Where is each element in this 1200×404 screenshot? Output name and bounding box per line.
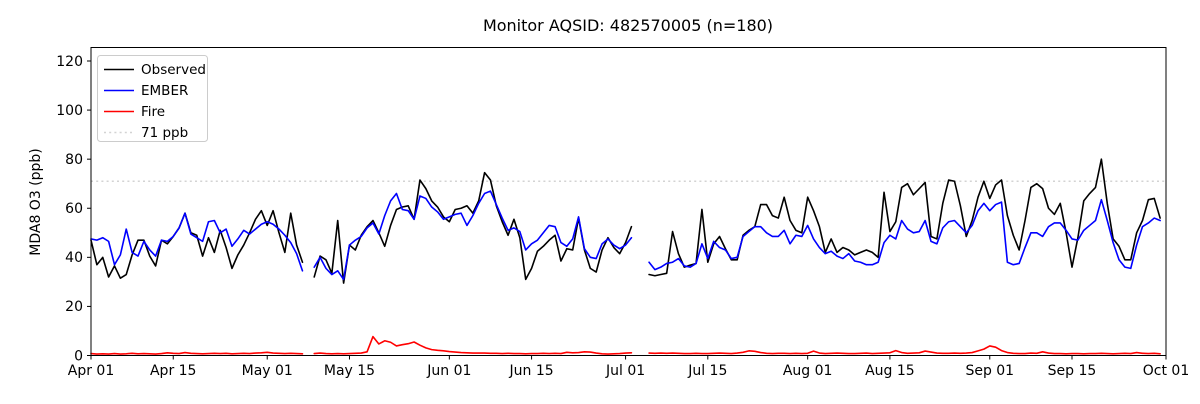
legend-label-fire: Fire: [141, 104, 165, 120]
y-tick-label: 120: [56, 54, 83, 70]
plot-border: [90, 47, 1167, 356]
x-tick-label: Oct 01: [1143, 363, 1189, 379]
x-tick-label: Apr 15: [150, 363, 196, 379]
x-tick-label: Sep 01: [965, 363, 1014, 379]
x-tick-label: Jun 01: [426, 363, 471, 379]
legend-box: [97, 55, 208, 142]
x-axis: Apr 01 Apr 15 May 01 May 15 Jun 01 Jun 15 Jul …: [68, 355, 1189, 379]
legend: Observed EMBER Fire 71 ppb: [97, 55, 208, 142]
x-tick-label: May 01: [242, 363, 293, 379]
series-line-ember: [90, 190, 1161, 281]
y-axis-label: MDA8 O3 (ppb): [28, 148, 44, 256]
y-tick-label: 80: [65, 152, 83, 168]
y-tick-label: 60: [65, 201, 83, 217]
legend-label-71-ppb: 71 ppb: [141, 125, 188, 141]
x-tick-label: Jul 01: [605, 363, 645, 379]
x-tick-label: Apr 01: [68, 363, 114, 379]
x-tick-label: Jun 15: [509, 363, 554, 379]
series-line-fire: [90, 335, 1161, 355]
x-tick-label: May 15: [324, 363, 375, 379]
legend-label-observed: Observed: [141, 62, 206, 78]
chart-title: Monitor AQSID: 482570005 (n=180): [483, 16, 773, 35]
y-axis: 0 20 40 60 80 100 120: [56, 54, 91, 364]
x-tick-label: Jul 15: [687, 363, 727, 379]
x-tick-label: Sep 15: [1048, 363, 1097, 379]
x-tick-label: Aug 01: [783, 363, 833, 379]
x-tick-label: Aug 15: [865, 363, 915, 379]
plot-area: [90, 47, 1167, 356]
y-tick-label: 40: [65, 250, 83, 266]
y-tick-label: 20: [65, 299, 83, 315]
y-tick-label: 100: [56, 103, 83, 119]
y-tick-label: 0: [74, 348, 83, 364]
legend-label-ember: EMBER: [141, 83, 188, 99]
